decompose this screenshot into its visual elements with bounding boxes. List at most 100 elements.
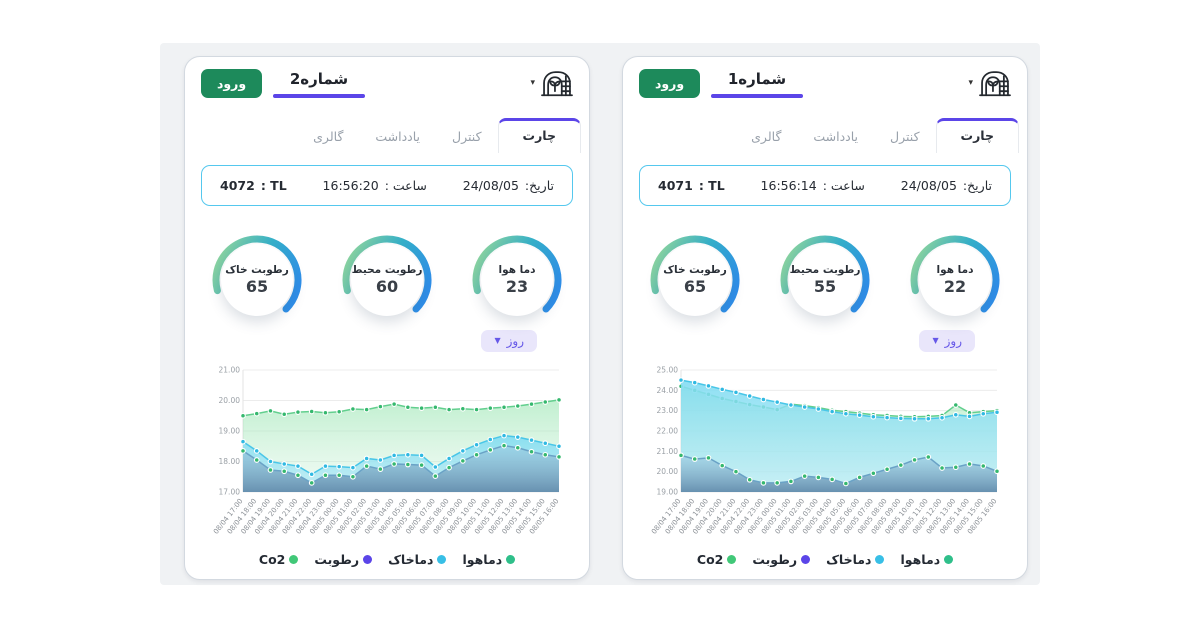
tab-gallery[interactable]: گالری: [751, 129, 782, 144]
time-field: ساعت : 16:56:14: [761, 178, 865, 193]
greenhouse-card-2: ▾ شماره2 ورود چارت کنترل یادداشت گالری ت…: [184, 56, 590, 580]
chevron-down-icon: ▾: [968, 77, 973, 88]
gauges-row: دما هوا 22 رطوبت محیط 55 رطوبت خاک 65: [623, 234, 1027, 326]
gauge-label: دما هوا: [498, 264, 536, 276]
login-button[interactable]: ورود: [639, 69, 701, 98]
title-underline: [273, 94, 365, 98]
title-underline: [711, 94, 803, 98]
legend-dot: [944, 555, 954, 564]
date-value: 24/08/05: [462, 178, 519, 193]
tl-value: 4072: [220, 178, 255, 193]
range-select-row: روز ▼: [185, 330, 537, 352]
card-header: ▾ شماره1 ورود: [623, 57, 1027, 111]
tab-chart[interactable]: چارت: [935, 118, 1019, 153]
gauge-label: رطوبت خاک: [225, 264, 289, 276]
gauge-value: 22: [943, 277, 967, 296]
gauge-face: رطوبت محیط 60: [351, 244, 423, 316]
svg-text:17.00: 17.00: [219, 488, 241, 497]
gauge-arc: [650, 235, 740, 313]
legend-item-soil-temp[interactable]: دماخاک: [388, 552, 447, 567]
range-select-button[interactable]: روز ▼: [919, 330, 975, 352]
svg-text:20.00: 20.00: [219, 396, 241, 405]
gauge-face: دما هوا 22: [919, 244, 991, 316]
date-field: تاریخ: 24/08/05: [463, 178, 554, 193]
chart-legend: دماهوا دماخاک رطوبت Co2: [623, 552, 1027, 567]
tab-chart[interactable]: چارت: [497, 118, 581, 153]
range-select-label: روز: [506, 334, 524, 348]
legend-item-humidity[interactable]: رطوبت: [752, 552, 811, 567]
gauge-value: 60: [375, 277, 399, 296]
status-bar: تاریخ: 24/08/05 ساعت : 16:56:14 TL : 407…: [639, 165, 1011, 206]
gauge-label: رطوبت خاک: [663, 264, 727, 276]
range-select-button[interactable]: روز ▼: [481, 330, 537, 352]
status-bar: تاریخ: 24/08/05 ساعت : 16:56:20 TL : 407…: [201, 165, 573, 206]
gauge-label: رطوبت محیط: [351, 264, 423, 276]
gauge-air-temp: دما هوا 23: [471, 234, 563, 326]
login-button[interactable]: ورود: [201, 69, 263, 98]
time-field: ساعت : 16:56:20: [323, 178, 427, 193]
svg-text:25.00: 25.00: [657, 366, 679, 375]
gauge-face: دما هوا 23: [481, 244, 553, 316]
legend-item-soil-temp[interactable]: دماخاک: [826, 552, 885, 567]
gauge-value: 23: [505, 277, 529, 296]
card-header: ▾ شماره2 ورود: [185, 57, 589, 111]
gauge-ambient-humidity: رطوبت محیط 55: [779, 234, 871, 326]
tl-value: 4071: [658, 178, 693, 193]
gauge-face: رطوبت خاک 65: [221, 244, 293, 316]
chevron-down-icon: ▼: [494, 336, 501, 345]
legend-item-co2[interactable]: Co2: [259, 552, 299, 567]
greenhouse-menu-button[interactable]: ▾: [968, 68, 1013, 98]
chart-container: 17.00 18.00 19.00 20.00 21.00 08/04 17:00 08/0…: [185, 360, 589, 552]
legend-dot: [289, 555, 299, 564]
legend-item-air-temp[interactable]: دماهوا: [900, 552, 954, 567]
range-select-label: روز: [944, 334, 962, 348]
svg-text:23.00: 23.00: [657, 406, 679, 415]
tab-gallery[interactable]: گالری: [313, 129, 344, 144]
tab-note[interactable]: یادداشت: [375, 129, 421, 144]
time-label: ساعت :: [384, 178, 427, 193]
gauge-face: رطوبت محیط 55: [789, 244, 861, 316]
gauge-value: 55: [813, 277, 837, 296]
greenhouse-menu-button[interactable]: ▾: [530, 68, 575, 98]
date-label: تاریخ:: [524, 178, 554, 193]
tab-control[interactable]: کنترل: [890, 129, 920, 144]
svg-text:18.00: 18.00: [219, 457, 241, 466]
legend-item-co2[interactable]: Co2: [697, 552, 737, 567]
svg-text:22.00: 22.00: [657, 427, 679, 436]
gauge-ambient-humidity: رطوبت محیط 60: [341, 234, 433, 326]
legend-dot: [801, 555, 811, 564]
date-field: تاریخ: 24/08/05: [901, 178, 992, 193]
chevron-down-icon: ▾: [530, 77, 535, 88]
time-value: 16:56:14: [760, 178, 817, 193]
legend-dot: [727, 555, 737, 564]
gauge-face: رطوبت خاک 65: [659, 244, 731, 316]
legend-dot: [363, 555, 373, 564]
chevron-down-icon: ▼: [932, 336, 939, 345]
gauge-label: دما هوا: [936, 264, 974, 276]
tab-note[interactable]: یادداشت: [813, 129, 859, 144]
greenhouse-icon: [979, 71, 1011, 97]
time-label: ساعت :: [822, 178, 865, 193]
legend-item-air-temp[interactable]: دماهوا: [462, 552, 516, 567]
svg-text:19.00: 19.00: [219, 427, 241, 436]
tab-control[interactable]: کنترل: [452, 129, 482, 144]
gauge-soil-moisture: رطوبت خاک 65: [211, 234, 303, 326]
date-label: تاریخ:: [962, 178, 992, 193]
gauge-label: رطوبت محیط: [789, 264, 861, 276]
gauge-air-temp: دما هوا 22: [909, 234, 1001, 326]
time-value: 16:56:20: [322, 178, 379, 193]
legend-dot: [506, 555, 516, 564]
range-select-row: روز ▼: [623, 330, 975, 352]
chart-container: 19.00 20.00 21.00 22.00 23.00 24.00 25.00 08/04…: [623, 360, 1027, 552]
svg-text:21.00: 21.00: [657, 447, 679, 456]
svg-text:24.00: 24.00: [657, 386, 679, 395]
card-title-block: شماره2: [259, 70, 379, 98]
gauge-value: 65: [245, 277, 269, 296]
gauge-soil-moisture: رطوبت خاک 65: [649, 234, 741, 326]
svg-text:21.00: 21.00: [219, 366, 241, 375]
tab-bar: چارت کنترل یادداشت گالری: [623, 117, 1027, 153]
tab-bar: چارت کنترل یادداشت گالری: [185, 117, 589, 153]
legend-item-humidity[interactable]: رطوبت: [314, 552, 373, 567]
greenhouse-card-1: ▾ شماره1 ورود چارت کنترل یادداشت گالری ت…: [622, 56, 1028, 580]
